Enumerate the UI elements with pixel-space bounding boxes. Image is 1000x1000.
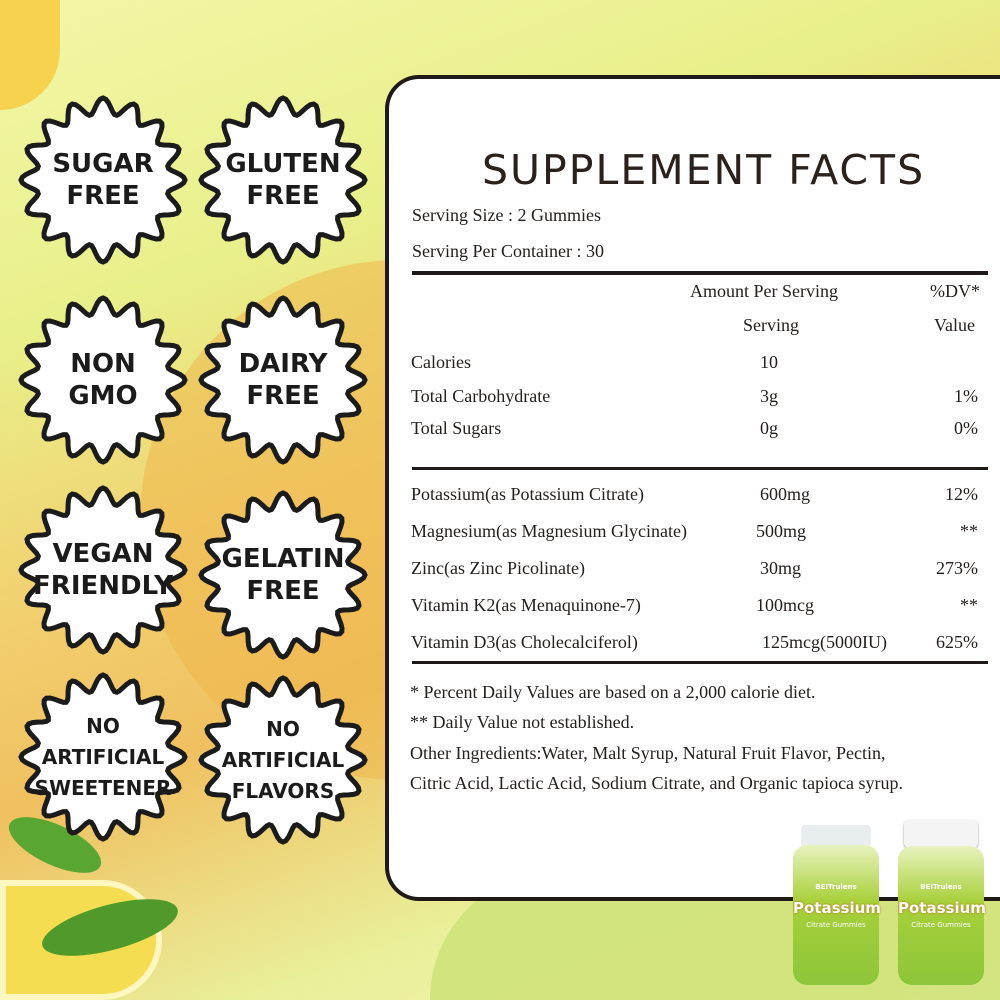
badge-line: FREE (246, 381, 320, 411)
badge-line: VEGAN (52, 538, 154, 569)
badge-label: DAIRY FREE (198, 295, 368, 465)
divider (412, 467, 988, 470)
badge-label: NON GMO (18, 295, 188, 465)
badge-line: SWEETENER (34, 775, 172, 800)
badge-label: SUGAR FREE (18, 95, 188, 265)
dv-header-2: Value (934, 315, 975, 335)
badge-line: GLUTEN (225, 148, 341, 179)
product-name: Potassium (898, 899, 986, 917)
badge-label: GELATIN FREE (198, 490, 368, 660)
badge: VEGAN FRIENDLY (18, 485, 188, 655)
footnote-dv: * Percent Daily Values are based on a 2,… (410, 682, 816, 702)
product-brand: BEITrulens (815, 883, 857, 891)
scalloped-badge-icon (198, 295, 368, 465)
scalloped-badge-icon (198, 490, 368, 660)
background-lemon-shape (0, 0, 60, 110)
badge-label: NO ARTIFICIAL SWEETENER (18, 672, 188, 842)
badge: NO ARTIFICIAL SWEETENER (18, 672, 188, 842)
badge-line: NO (266, 716, 300, 741)
badge-line: NON (70, 348, 136, 379)
nutrient-amount: 0g (760, 418, 778, 438)
scalloped-badge-icon (198, 675, 368, 845)
badge-line: NO (86, 713, 120, 738)
nutrient-dv: 273% (936, 558, 978, 578)
badge-label: GLUTEN FREE (198, 95, 368, 265)
divider (412, 271, 988, 275)
product-subtitle: Citrate Gummies (911, 921, 971, 929)
footnote-not-established: ** Daily Value not established. (410, 712, 635, 732)
product-brand: BEITrulens (920, 883, 962, 891)
nutrient-dv: 1% (954, 386, 978, 406)
badge-line: FREE (246, 181, 320, 211)
product-bottle: BEITrulens Potassium Citrate Gummies (898, 820, 986, 985)
badge-line: DAIRY (238, 348, 328, 379)
badge-line: FRIENDLY (33, 571, 173, 601)
serving-size: Serving Size : 2 Gummies (412, 205, 601, 225)
page-title: SUPPLEMENT FACTS (482, 146, 926, 194)
nutrient-name: Total Carbohydrate (411, 386, 551, 406)
divider (412, 661, 988, 664)
product-subtitle: Citrate Gummies (806, 921, 866, 929)
badge-label: NO ARTIFICIAL FLAVORS (198, 675, 368, 845)
nutrient-amount: 500mg (756, 521, 807, 541)
other-ingredients: Other Ingredients:Water, Malt Syrup, Nat… (410, 743, 886, 763)
badge: SUGAR FREE (18, 95, 188, 265)
badge: GELATIN FREE (198, 490, 368, 660)
other-ingredients-2: Citric Acid, Lactic Acid, Sodium Citrate… (410, 773, 904, 793)
badge-line: FREE (66, 181, 140, 211)
badge: NO ARTIFICIAL FLAVORS (198, 675, 368, 845)
nutrient-name: Calories (411, 352, 471, 372)
nutrient-name: Vitamin K2(as Menaquinone-7) (411, 595, 641, 615)
nutrient-amount: 3g (760, 386, 778, 406)
badge-line: FREE (246, 576, 320, 606)
badge: NON GMO (18, 295, 188, 465)
nutrient-amount: 10 (760, 352, 778, 372)
nutrient-dv: ** (960, 521, 978, 541)
amount-header-2: Serving (743, 315, 799, 335)
nutrient-dv: 0% (954, 418, 978, 438)
nutrient-dv: 625% (936, 632, 978, 652)
badge-line: FLAVORS (231, 778, 335, 803)
badge-line: ARTIFICIAL (41, 744, 165, 769)
scalloped-badge-icon (18, 95, 188, 265)
nutrient-amount: 125mcg(5000IU) (762, 632, 887, 652)
scalloped-badge-icon (18, 485, 188, 655)
nutrient-amount: 30mg (760, 558, 802, 578)
nutrient-amount: 100mcg (756, 595, 814, 615)
badge-line: ARTIFICIAL (221, 747, 345, 772)
nutrient-dv: ** (960, 595, 978, 615)
nutrient-dv: 12% (945, 484, 978, 504)
scalloped-badge-icon (18, 295, 188, 465)
badge-line: GELATIN (221, 543, 345, 574)
scalloped-badge-icon (198, 95, 368, 265)
nutrient-name: Total Sugars (411, 418, 502, 438)
badge-line: GMO (68, 381, 138, 411)
dv-header: %DV* (930, 281, 980, 301)
servings-per-container: Serving Per Container : 30 (412, 241, 604, 261)
product-bottle: BEITrulens Potassium Citrate Gummies (793, 825, 881, 985)
nutrient-amount: 600mg (760, 484, 811, 504)
product-name: Potassium (793, 899, 881, 917)
nutrient-name: Vitamin D3(as Cholecalciferol) (411, 632, 638, 652)
nutrient-name: Potassium(as Potassium Citrate) (411, 484, 644, 504)
nutrient-name: Zinc(as Zinc Picolinate) (411, 558, 585, 578)
scalloped-badge-icon (18, 672, 188, 842)
badge-label: VEGAN FRIENDLY (18, 485, 188, 655)
amount-header: Amount Per Serving (690, 281, 838, 301)
badge: DAIRY FREE (198, 295, 368, 465)
nutrient-name: Magnesium(as Magnesium Glycinate) (411, 521, 687, 541)
badge: GLUTEN FREE (198, 95, 368, 265)
supplement-facts-panel (385, 75, 1000, 901)
badge-line: SUGAR (52, 148, 154, 179)
